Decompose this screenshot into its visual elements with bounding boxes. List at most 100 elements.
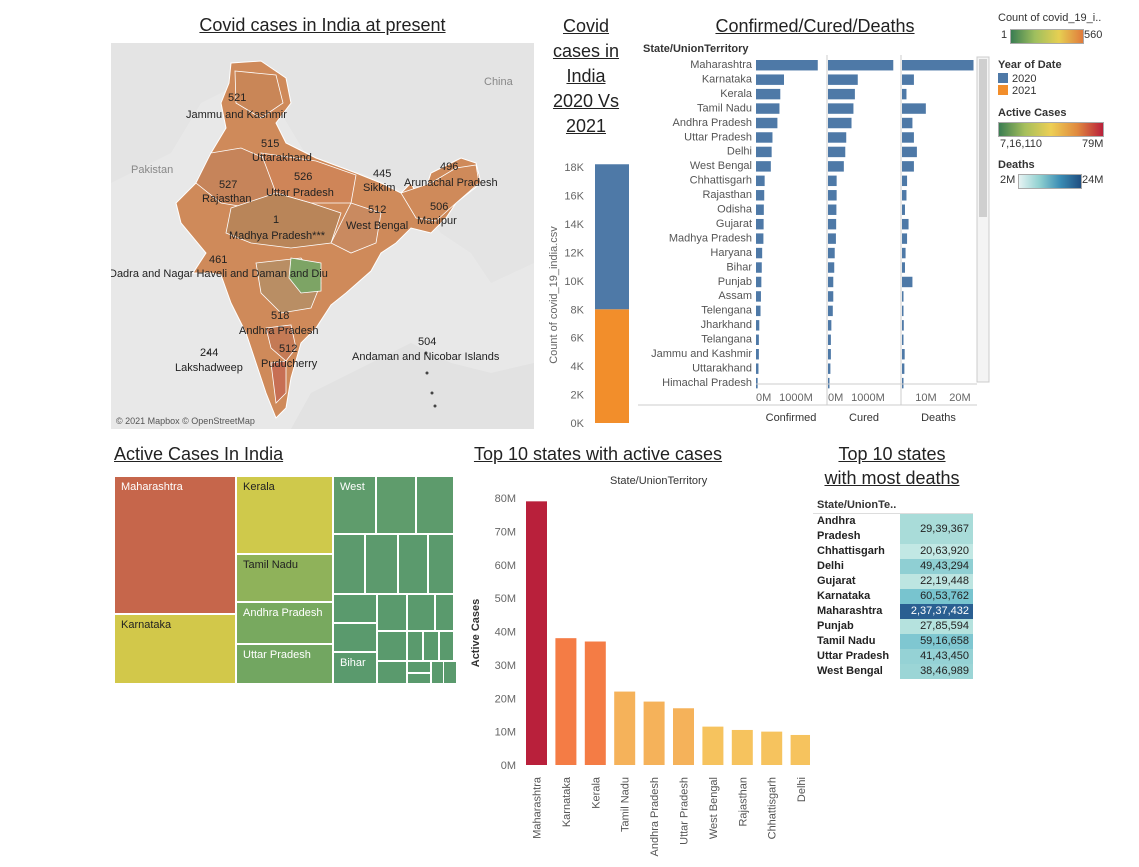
deaths-row[interactable]: Andhra Pradesh 29,39,367 <box>813 514 973 544</box>
ccd-bar-deaths[interactable] <box>902 146 917 158</box>
top10-bar[interactable] <box>702 726 724 765</box>
ccd-bar-cured[interactable] <box>828 276 834 288</box>
top10-bar[interactable] <box>643 701 665 765</box>
treemap-cell[interactable] <box>376 476 416 534</box>
ccd-bar-deaths[interactable] <box>902 74 914 85</box>
treemap-cell[interactable] <box>439 631 454 661</box>
top10-bar[interactable] <box>614 691 636 765</box>
ccd-bar-confirmed[interactable] <box>756 60 818 71</box>
ccd-bar-confirmed[interactable] <box>756 377 758 389</box>
ccd-bar-confirmed[interactable] <box>756 276 762 288</box>
ccd-bar-cured[interactable] <box>828 161 844 172</box>
treemap-cell[interactable] <box>423 631 439 661</box>
ccd-bar-deaths[interactable] <box>902 291 904 302</box>
ccd-bar-cured[interactable] <box>828 88 855 100</box>
ccd-bar-deaths[interactable] <box>902 218 909 230</box>
ccd-bar-deaths[interactable] <box>902 175 908 187</box>
deaths-row[interactable]: Tamil Nadu 59,16,658 <box>813 634 973 649</box>
top10-bar[interactable] <box>555 638 577 765</box>
ccd-bar-confirmed[interactable] <box>756 175 765 187</box>
ccd-bar-cured[interactable] <box>828 377 830 389</box>
treemap-cell[interactable] <box>365 534 398 594</box>
ccd-bar-deaths[interactable] <box>902 103 926 114</box>
ccd-bar-deaths[interactable] <box>902 377 904 389</box>
deaths-row[interactable]: Gujarat 22,19,448 <box>813 574 973 589</box>
top10-bar[interactable] <box>673 708 694 765</box>
ccd-bar-deaths[interactable] <box>902 262 905 273</box>
ccd-bar-cured[interactable] <box>828 320 832 331</box>
top10-bar[interactable] <box>584 641 606 765</box>
ccd-bar-cured[interactable] <box>828 204 837 215</box>
ccd-bar-confirmed[interactable] <box>756 334 759 345</box>
state-telangana[interactable] <box>288 257 322 294</box>
treemap-cell[interactable] <box>407 631 423 661</box>
ccd-bar-cured[interactable] <box>828 291 834 302</box>
treemap-cell[interactable] <box>435 594 454 631</box>
ccd-bar-deaths[interactable] <box>902 247 906 259</box>
ccd-bar-confirmed[interactable] <box>756 320 760 331</box>
ccd-bar-deaths[interactable] <box>902 88 907 100</box>
top10-bar[interactable] <box>761 731 783 765</box>
year-bar-2020[interactable] <box>595 164 629 310</box>
ccd-bar-deaths[interactable] <box>902 334 904 345</box>
deaths-row[interactable]: Chhattisgarh 20,63,920 <box>813 544 973 559</box>
treemap-cell-maharashtra[interactable]: Maharashtra <box>114 476 236 614</box>
treemap-cell[interactable] <box>377 661 407 684</box>
ccd-bar-deaths[interactable] <box>902 190 907 201</box>
treemap-cell[interactable] <box>407 661 431 673</box>
ccd-bar-confirmed[interactable] <box>756 247 763 259</box>
ccd-bar-confirmed[interactable] <box>756 161 771 172</box>
treemap[interactable]: Maharashtra Karnataka Kerala Tamil Nadu … <box>114 476 457 684</box>
treemap-cell-bihar[interactable]: Bihar <box>333 652 377 684</box>
ccd-bar-deaths[interactable] <box>902 204 905 215</box>
india-map[interactable]: China Pakistan 521 Jammu and Kashmir 515… <box>111 43 534 429</box>
top10-bar[interactable] <box>731 729 753 765</box>
ccd-bar-confirmed[interactable] <box>756 74 784 85</box>
treemap-cell[interactable] <box>377 594 407 631</box>
ccd-bar-cured[interactable] <box>828 233 836 244</box>
ccd-bar-cured[interactable] <box>828 247 835 259</box>
ccd-bar-confirmed[interactable] <box>756 117 778 129</box>
treemap-cell-west-bengal[interactable]: West <box>333 476 376 534</box>
ccd-bar-confirmed[interactable] <box>756 103 780 114</box>
ccd-bar-cured[interactable] <box>828 334 831 345</box>
treemap-cell-kerala[interactable]: Kerala <box>236 476 333 554</box>
treemap-cell[interactable] <box>377 631 407 661</box>
treemap-cell-karnataka[interactable]: Karnataka <box>114 614 236 684</box>
deaths-row[interactable]: Uttar Pradesh 41,43,450 <box>813 649 973 664</box>
ccd-bar-cured[interactable] <box>828 103 854 114</box>
deaths-row[interactable]: Delhi 49,43,294 <box>813 559 973 574</box>
year-bar-2021[interactable] <box>595 309 629 423</box>
deaths-row[interactable]: Punjab 27,85,594 <box>813 619 973 634</box>
deaths-row[interactable]: West Bengal 38,46,989 <box>813 664 973 679</box>
treemap-cell-uttar-pradesh[interactable]: Uttar Pradesh <box>236 644 333 684</box>
treemap-cell-andhra-pradesh[interactable]: Andhra Pradesh <box>236 602 333 644</box>
state-karnataka[interactable] <box>265 324 297 362</box>
ccd-bar-confirmed[interactable] <box>756 190 765 201</box>
ccd-bar-confirmed[interactable] <box>756 349 759 360</box>
ccd-bar-confirmed[interactable] <box>756 218 764 230</box>
deaths-row[interactable]: Maharashtra 2,37,37,432 <box>813 604 973 619</box>
ccd-bar-confirmed[interactable] <box>756 291 761 302</box>
ccd-bar-deaths[interactable] <box>902 161 914 172</box>
treemap-cell[interactable] <box>407 673 431 684</box>
ccd-bar-deaths[interactable] <box>902 60 974 71</box>
treemap-cell[interactable] <box>398 534 428 594</box>
ccd-scroll-thumb[interactable] <box>979 59 987 217</box>
ccd-bar-deaths[interactable] <box>902 233 908 244</box>
treemap-cell[interactable] <box>428 534 454 594</box>
treemap-cell[interactable] <box>333 623 377 652</box>
ccd-bar-cured[interactable] <box>828 218 837 230</box>
ccd-bar-deaths[interactable] <box>902 117 913 129</box>
deaths-row[interactable]: Karnataka 60,53,762 <box>813 589 973 604</box>
top10-bar[interactable] <box>790 734 810 765</box>
state-jammu-kashmir[interactable] <box>234 70 284 119</box>
ccd-bar-cured[interactable] <box>828 132 847 143</box>
ccd-bar-cured[interactable] <box>828 349 831 360</box>
ccd-bar-cured[interactable] <box>828 190 837 201</box>
ccd-bar-cured[interactable] <box>828 146 846 158</box>
state-chhattisgarh[interactable] <box>330 202 382 254</box>
treemap-cell[interactable] <box>333 534 365 594</box>
ccd-bar-cured[interactable] <box>828 60 894 71</box>
ccd-bar-cured[interactable] <box>828 74 858 85</box>
